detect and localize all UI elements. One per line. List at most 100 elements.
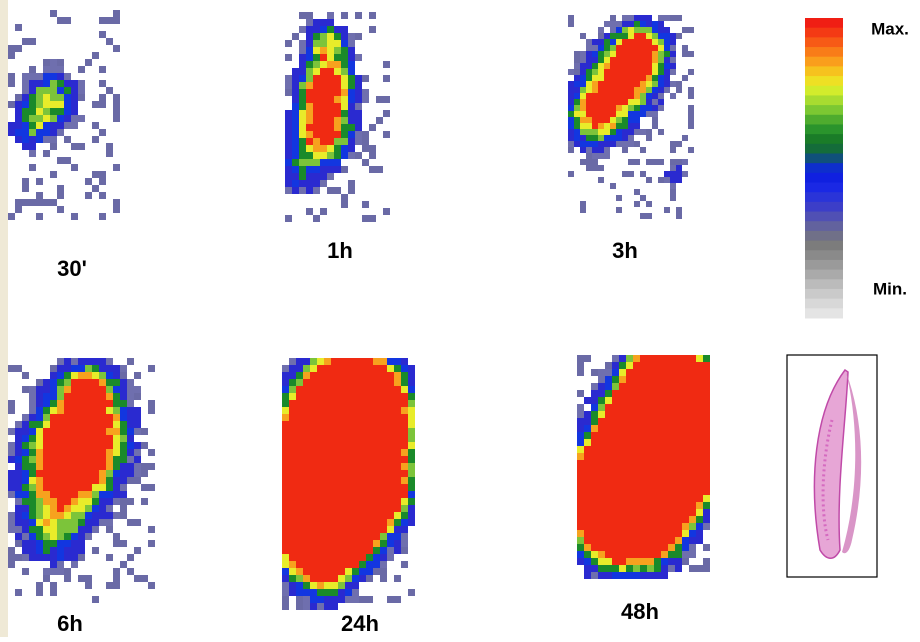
heatmap-cell bbox=[584, 446, 591, 453]
heatmap-cell bbox=[310, 526, 317, 533]
heatmap-cell bbox=[64, 122, 71, 129]
heatmap-cell bbox=[373, 379, 380, 386]
heatmap-cell bbox=[285, 89, 292, 96]
heatmap-cell bbox=[394, 421, 401, 428]
heatmap-cell bbox=[113, 372, 120, 379]
heatmap-cell bbox=[113, 379, 120, 386]
panel-label: 30' bbox=[57, 256, 87, 281]
heatmap-cell bbox=[646, 45, 652, 51]
heatmap-cell bbox=[646, 39, 652, 45]
heatmap-cell bbox=[640, 509, 647, 516]
heatmap-cell bbox=[598, 446, 605, 453]
heatmap-cell bbox=[646, 135, 652, 141]
heatmap-cell bbox=[640, 129, 646, 135]
heatmap-cell bbox=[345, 421, 352, 428]
heatmap-cell bbox=[327, 61, 334, 68]
heatmap-cell bbox=[148, 582, 155, 589]
heatmap-cell bbox=[310, 449, 317, 456]
heatmap-cell bbox=[373, 477, 380, 484]
heatmap-cell bbox=[43, 379, 50, 386]
heatmap-cell bbox=[586, 75, 592, 81]
heatmap-cell bbox=[640, 171, 646, 177]
heatmap-cell bbox=[292, 159, 299, 166]
heatmap-cell bbox=[675, 467, 682, 474]
heatmap-cell bbox=[134, 519, 141, 526]
heatmap-cell bbox=[619, 572, 626, 579]
heatmap-cell bbox=[586, 69, 592, 75]
heatmap-cell bbox=[282, 596, 289, 603]
heatmap-cell bbox=[647, 488, 654, 495]
heatmap-cell bbox=[408, 463, 415, 470]
heatmap-cell bbox=[604, 141, 610, 147]
heatmap-cell bbox=[355, 117, 362, 124]
heatmap-cell bbox=[682, 544, 689, 551]
heatmap-cell bbox=[71, 421, 78, 428]
heatmap-cell bbox=[682, 45, 688, 51]
heatmap-cell bbox=[113, 365, 120, 372]
heatmap-cell bbox=[43, 519, 50, 526]
heatmap-cell bbox=[616, 111, 622, 117]
heatmap-cell bbox=[619, 558, 626, 565]
heatmap-cell bbox=[633, 397, 640, 404]
heatmap-cell bbox=[43, 463, 50, 470]
heatmap-cell bbox=[320, 19, 327, 26]
colorbar-step bbox=[805, 163, 843, 173]
heatmap-cell bbox=[394, 540, 401, 547]
heatmap-cell bbox=[640, 544, 647, 551]
heatmap-cell bbox=[331, 498, 338, 505]
heatmap-cell bbox=[612, 572, 619, 579]
heatmap-cell bbox=[598, 39, 604, 45]
heatmap-cell bbox=[310, 407, 317, 414]
heatmap bbox=[577, 355, 710, 579]
heatmap-cell bbox=[616, 93, 622, 99]
heatmap-cell bbox=[50, 491, 57, 498]
heatmap-cell bbox=[341, 138, 348, 145]
heatmap-cell bbox=[628, 57, 634, 63]
heatmap-cell bbox=[668, 383, 675, 390]
heatmap-cell bbox=[598, 544, 605, 551]
heatmap-cell bbox=[57, 400, 64, 407]
heatmap-cell bbox=[584, 516, 591, 523]
heatmap-cell bbox=[366, 421, 373, 428]
heatmap-cell bbox=[85, 582, 92, 589]
heatmap-cell bbox=[668, 502, 675, 509]
heatmap-cell bbox=[113, 491, 120, 498]
heatmap-cell bbox=[661, 495, 668, 502]
heatmap-cell bbox=[408, 400, 415, 407]
heatmap-cell bbox=[408, 386, 415, 393]
heatmap-cell bbox=[134, 386, 141, 393]
heatmap-cell bbox=[682, 51, 688, 57]
heatmap-cell bbox=[387, 393, 394, 400]
heatmap-cell bbox=[36, 407, 43, 414]
heatmap-cell bbox=[313, 166, 320, 173]
heatmap-cell bbox=[85, 512, 92, 519]
heatmap-cell bbox=[92, 101, 99, 108]
heatmap-cell bbox=[703, 362, 710, 369]
heatmap-cell bbox=[619, 446, 626, 453]
colorbar-step bbox=[805, 28, 843, 38]
heatmap-cell bbox=[78, 407, 85, 414]
heatmap-cell bbox=[605, 544, 612, 551]
heatmap-cell bbox=[580, 123, 586, 129]
heatmap-cell bbox=[92, 372, 99, 379]
heatmap-cell bbox=[352, 435, 359, 442]
heatmap-cell bbox=[317, 470, 324, 477]
heatmap-cell bbox=[22, 143, 29, 150]
heatmap-cell bbox=[15, 505, 22, 512]
colorbar-step bbox=[805, 115, 843, 125]
heatmap-cell bbox=[22, 491, 29, 498]
heatmap-cell bbox=[619, 460, 626, 467]
heatmap-cell bbox=[703, 383, 710, 390]
heatmap-cell bbox=[285, 75, 292, 82]
heatmap-cell bbox=[670, 57, 676, 63]
heatmap-cell bbox=[338, 589, 345, 596]
heatmap-cell bbox=[369, 12, 376, 19]
heatmap-cell bbox=[348, 180, 355, 187]
heatmap-cell bbox=[696, 523, 703, 530]
heatmap-cell bbox=[310, 498, 317, 505]
heatmap-cell bbox=[64, 505, 71, 512]
heatmap-cell bbox=[50, 547, 57, 554]
heatmap-cell bbox=[15, 484, 22, 491]
heatmap-cell bbox=[57, 115, 64, 122]
heatmap-cell bbox=[394, 407, 401, 414]
